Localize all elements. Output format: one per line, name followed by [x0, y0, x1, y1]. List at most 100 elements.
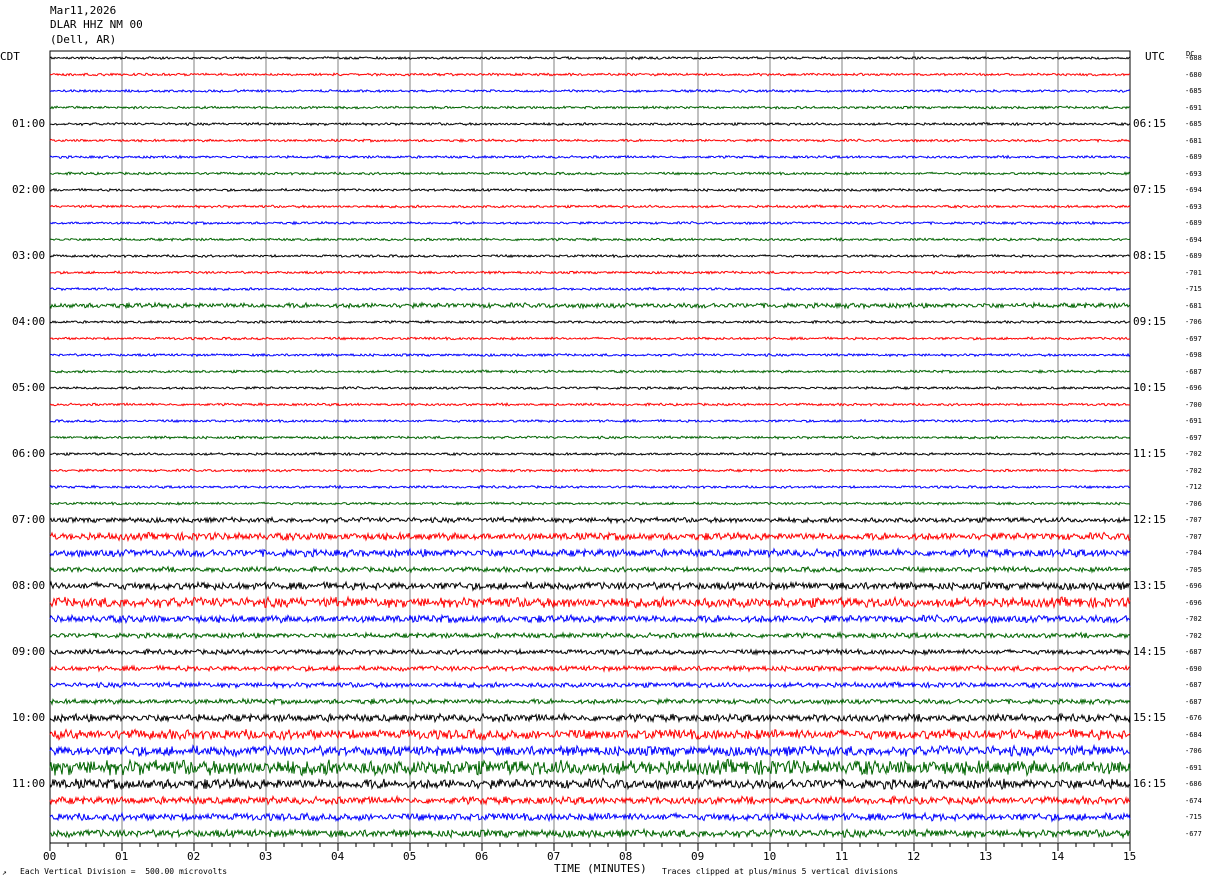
left-hour-label: 11:00	[12, 777, 46, 790]
seismic-trace	[49, 204, 1131, 209]
seismic-trace	[49, 743, 1131, 758]
seismic-trace	[49, 727, 1131, 742]
dc-offset-label: -687	[1185, 367, 1202, 376]
left-hour-label: 01:00	[12, 117, 46, 130]
dc-offset-label: -691	[1185, 103, 1202, 112]
seismic-trace	[49, 613, 1131, 625]
seismic-trace	[49, 467, 1131, 474]
x-tick-label: 14	[1051, 850, 1065, 863]
dc-offset-label: -687	[1185, 681, 1202, 689]
seismic-trace	[49, 712, 1131, 724]
dc-offset-label: -706	[1185, 318, 1202, 326]
seismic-trace	[49, 530, 1131, 543]
dc-offset-label: -689	[1185, 153, 1202, 161]
corner-mark-icon: ↗	[2, 868, 7, 877]
seismic-trace	[49, 286, 1131, 292]
plot-grid	[49, 50, 1131, 851]
dc-offset-label: -687	[1185, 697, 1202, 706]
x-tick-label: 00	[43, 850, 57, 863]
seismic-trace	[49, 319, 1131, 325]
seismic-trace	[49, 187, 1131, 193]
seismic-trace	[49, 776, 1131, 791]
seismic-trace	[49, 565, 1131, 574]
dc-offset-label: -686	[1185, 780, 1202, 788]
dc-offset-label: -684	[1185, 730, 1202, 739]
dc-offset-label: -688	[1185, 54, 1202, 62]
dc-offset-label: -715	[1185, 285, 1202, 293]
seismic-trace	[49, 595, 1131, 610]
seismic-trace	[49, 253, 1131, 259]
x-tick-label: 03	[259, 850, 273, 863]
dc-offset-label: -681	[1185, 136, 1202, 145]
seismic-trace	[49, 547, 1131, 559]
left-hour-label: 08:00	[12, 579, 46, 592]
x-tick-label: 02	[187, 850, 201, 863]
x-tick-label: 07	[547, 850, 561, 863]
seismic-trace	[49, 647, 1131, 657]
dc-offset-label: -702	[1185, 631, 1202, 640]
left-hour-label: 04:00	[12, 315, 46, 328]
x-tick-label: 11	[835, 850, 849, 863]
right-hour-label: 06:15	[1133, 117, 1167, 130]
seismic-trace	[49, 435, 1131, 440]
x-tick-label: 08	[619, 850, 633, 863]
dc-offset-label: -694	[1185, 235, 1202, 244]
seismic-trace	[49, 220, 1130, 226]
dc-offset-label: -715	[1185, 813, 1202, 821]
dc-offset-label: -702	[1185, 615, 1202, 623]
right-hour-label: 07:15	[1133, 183, 1167, 196]
dc-offset-label: -685	[1185, 120, 1202, 128]
seismic-trace	[49, 680, 1131, 690]
dc-offset-label: -705	[1185, 565, 1202, 574]
x-tick-label: 04	[331, 850, 345, 863]
dc-offset-label: -712	[1185, 483, 1202, 491]
seismic-trace	[49, 88, 1131, 94]
seismic-trace	[49, 811, 1131, 823]
clip-note: Traces clipped at plus/minus 5 vertical …	[662, 867, 899, 876]
seismic-trace	[49, 630, 1131, 640]
right-hour-label: 12:15	[1133, 513, 1167, 526]
dc-offset-label: -689	[1185, 252, 1202, 260]
left-hour-label: 03:00	[12, 249, 46, 262]
plot-date: Mar11,2026	[50, 4, 117, 17]
dc-offset-label: -697	[1185, 433, 1202, 442]
dc-column-label: DC	[1186, 50, 1195, 58]
dc-offset-label: -704	[1185, 549, 1202, 557]
x-tick-label: 10	[763, 850, 777, 863]
dc-offset-label: -693	[1185, 169, 1202, 178]
dc-offset-label: -697	[1185, 334, 1202, 343]
x-axis-title: TIME (MINUTES)	[554, 862, 647, 875]
x-tick-label: 13	[979, 850, 993, 863]
left-timezone-label: CDT	[0, 50, 20, 63]
right-hour-label: 11:15	[1133, 447, 1167, 460]
seismic-trace	[49, 105, 1131, 111]
seismic-trace	[49, 369, 1131, 374]
left-hour-label: 09:00	[12, 645, 46, 658]
x-tick-label: 01	[115, 850, 129, 863]
dc-offset-label: -693	[1185, 202, 1202, 211]
x-tick-label: 05	[403, 850, 417, 863]
dc-offset-label: -706	[1185, 747, 1202, 755]
right-hour-label: 13:15	[1133, 579, 1167, 592]
seismic-trace	[49, 484, 1131, 490]
dc-offset-label: -674	[1185, 796, 1202, 805]
seismic-trace	[49, 401, 1131, 407]
seismic-trace	[49, 336, 1131, 341]
dc-offset-label: -687	[1185, 648, 1202, 656]
seismic-traces	[49, 55, 1131, 840]
seismic-trace	[49, 515, 1131, 525]
seismic-trace	[50, 385, 1131, 391]
right-hour-label: 10:15	[1133, 381, 1167, 394]
seismic-trace	[50, 697, 1131, 706]
dc-offset-label: -689	[1185, 219, 1202, 227]
right-hour-label: 09:15	[1133, 315, 1167, 328]
right-hour-label: 15:15	[1133, 711, 1167, 724]
seismic-trace	[49, 171, 1131, 176]
left-hour-label: 10:00	[12, 711, 46, 724]
dc-offset-label: -696	[1185, 582, 1202, 590]
seismic-trace	[49, 154, 1131, 160]
left-hour-label: 05:00	[12, 381, 46, 394]
seismic-trace	[49, 758, 1131, 777]
x-tick-label: 15	[1123, 850, 1137, 863]
seismic-trace	[49, 664, 1131, 673]
